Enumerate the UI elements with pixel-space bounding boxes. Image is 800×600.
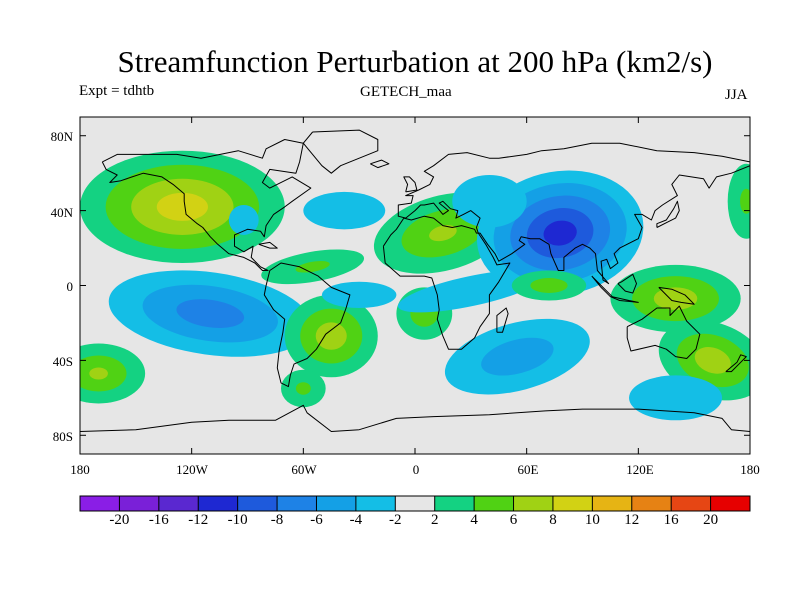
contour-band xyxy=(156,192,208,221)
contour-band xyxy=(295,382,311,395)
colorbar-segment xyxy=(237,496,278,511)
contour-band xyxy=(481,337,554,376)
colorbar-label: -8 xyxy=(270,512,284,528)
coastline-japan xyxy=(656,200,680,228)
contour-band xyxy=(295,261,330,273)
field-anomaly xyxy=(511,270,587,301)
field-anomaly xyxy=(727,163,750,239)
lat-tick-label: 0 xyxy=(66,279,74,294)
coastline-australia xyxy=(626,305,701,359)
field-anomaly xyxy=(281,369,326,408)
field-anomaly xyxy=(108,270,312,357)
contour-band xyxy=(452,175,527,228)
contour-band xyxy=(543,220,577,246)
colorbar-label: 6 xyxy=(509,512,518,528)
contour-band xyxy=(315,322,347,350)
colorbar-segment xyxy=(474,496,515,511)
colorbar-label: -6 xyxy=(310,512,323,528)
coastline-greenland xyxy=(302,129,379,174)
colorbar-label: 2 xyxy=(430,512,439,528)
contour-band xyxy=(629,375,723,421)
dataset-label: GETECH_maa xyxy=(360,84,452,100)
contour-band xyxy=(89,367,108,380)
lon-tick-label: 0 xyxy=(412,462,420,477)
colorbar-label: 10 xyxy=(584,512,600,528)
experiment-label: Expt = tdhtb xyxy=(79,83,155,99)
field-anomaly xyxy=(80,150,285,264)
field-anomaly xyxy=(610,264,741,333)
lon-tick-label: 180 xyxy=(740,462,760,477)
field-anomaly xyxy=(629,375,723,421)
lon-tick-label: 60W xyxy=(291,462,317,477)
contour-band xyxy=(176,299,245,328)
colorbar-label: 4 xyxy=(470,512,478,528)
colorbar-frame xyxy=(79,495,751,512)
colorbar-segment xyxy=(80,496,120,511)
field-anomaly xyxy=(303,191,386,230)
colorbar-label: -10 xyxy=(227,512,248,528)
colorbar-segment xyxy=(355,496,396,511)
contour-band xyxy=(429,224,457,242)
colorbar-segment xyxy=(710,496,751,511)
field-anomaly xyxy=(261,249,365,285)
coastline-new-zealand xyxy=(725,354,747,373)
colorbar-segment xyxy=(434,496,475,511)
coastline-borneo xyxy=(617,273,637,294)
lat-tick-label: 40S xyxy=(52,354,73,369)
colorbar-segment xyxy=(631,496,672,511)
coastline-north-america xyxy=(101,139,312,271)
colorbar-segment xyxy=(119,496,160,511)
contour-band xyxy=(694,347,731,374)
lon-tick-label: 120E xyxy=(626,462,654,477)
coastline-new-guinea xyxy=(658,286,695,305)
contour-band xyxy=(303,191,386,230)
colorbar-label: -2 xyxy=(389,512,402,528)
colorbar-segment xyxy=(395,496,436,511)
coastline-madagascar xyxy=(496,307,509,333)
coastline-south-america xyxy=(263,262,351,388)
colorbar-label: -12 xyxy=(188,512,209,528)
coastline-antarctica xyxy=(80,404,750,432)
colorbar-label: 12 xyxy=(624,512,640,528)
contour-band xyxy=(727,163,750,239)
colorbar-label: 16 xyxy=(663,512,679,528)
lon-tick-label: 60E xyxy=(517,462,539,477)
colorbar-segment xyxy=(316,496,357,511)
colorbar-label: -20 xyxy=(109,512,130,528)
colorbar-label: 8 xyxy=(549,512,557,528)
colorbar-label: -16 xyxy=(148,512,169,528)
field-anomaly xyxy=(80,343,146,404)
colorbar-segment xyxy=(158,496,199,511)
field-anomaly xyxy=(444,318,590,395)
field-anomaly xyxy=(321,281,397,308)
lat-tick-label: 80N xyxy=(50,129,73,144)
colorbar-segment xyxy=(552,496,593,511)
contour-band xyxy=(740,188,750,214)
contour-band xyxy=(530,278,568,293)
colorbar-segment xyxy=(277,496,317,511)
lat-tick-label: 80S xyxy=(52,429,73,444)
contour-band xyxy=(228,204,259,235)
coastline-cuba-caribbean xyxy=(258,241,278,249)
coastline-iceland xyxy=(370,159,390,169)
colorbar-segment xyxy=(592,496,633,511)
coastline-africa-eurasia xyxy=(382,142,750,350)
colorbar-label: -4 xyxy=(349,512,363,528)
colorbar-segment xyxy=(198,496,239,511)
coastline-indonesia xyxy=(591,275,639,303)
field-anomaly xyxy=(228,204,259,235)
colorbar-segment xyxy=(671,496,712,511)
chart-title: Streamfunction Perturbation at 200 hPa (… xyxy=(117,44,713,79)
field-anomaly xyxy=(452,175,527,228)
coastline-britain xyxy=(403,176,418,193)
lat-tick-label: 40N xyxy=(50,205,73,220)
colorbar-segment xyxy=(513,496,554,511)
lon-tick-label: 180 xyxy=(70,462,90,477)
colorbar-label: 20 xyxy=(703,512,719,528)
contour-band xyxy=(321,281,397,308)
lon-tick-label: 120W xyxy=(176,462,208,477)
season-label: JJA xyxy=(725,87,748,103)
